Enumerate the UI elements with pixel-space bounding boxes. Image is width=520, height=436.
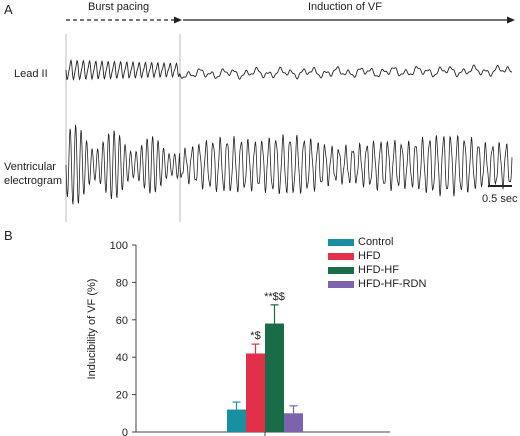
legend-item: HFD-HF-RDN <box>328 278 426 292</box>
legend-item: HFD-HF <box>328 264 399 278</box>
legend-swatch <box>328 280 354 288</box>
y-tick-label: 0 <box>122 427 128 436</box>
ventricular-trace <box>65 124 513 205</box>
lead-ii-label: Lead II <box>14 68 48 80</box>
panel-a-label: A <box>4 2 13 17</box>
significance-label: *$ <box>250 330 260 342</box>
ventricular-label-line1: Ventricular <box>4 161 56 173</box>
legend-swatch <box>328 238 354 246</box>
legend-item: HFD <box>328 250 381 264</box>
significance-label: **$$ <box>264 291 285 303</box>
chart-bars: *$ **$$ <box>227 291 303 432</box>
y-tick-label: 20 <box>116 390 128 402</box>
legend-label: HFD-HF <box>358 264 399 276</box>
bar-control <box>227 409 246 432</box>
ventricular-label: Ventricular electrogram <box>4 160 62 188</box>
y-tick-label: 100 <box>110 240 128 252</box>
legend-label: HFD <box>358 250 381 262</box>
y-tick-label: 40 <box>116 352 128 364</box>
y-tick-label: 80 <box>116 277 128 289</box>
lead-ii-trace <box>65 58 513 81</box>
y-tick-label: 60 <box>116 315 128 327</box>
panel-b-label: B <box>4 228 13 243</box>
legend-swatch <box>328 252 354 260</box>
bar-hfd-hf-rdn <box>284 413 303 432</box>
legend-item: Control <box>328 236 393 250</box>
chart-axes: 0 20 40 60 80 100 <box>110 240 390 436</box>
bar-hfd-hf <box>265 323 284 432</box>
legend-label: HFD-HF-RDN <box>358 278 427 290</box>
bar-hfd <box>246 353 265 432</box>
ventricular-label-line2: electrogram <box>4 175 63 187</box>
chart-legend: Control HFD HFD-HF HFD-HF-RDN <box>328 236 488 296</box>
legend-label: Control <box>358 236 394 248</box>
burst-pacing-label: Burst pacing <box>88 1 150 13</box>
scale-bar-label: 0.5 sec <box>482 193 518 205</box>
induction-vf-label: Induction of VF <box>308 1 382 13</box>
phase-arrows <box>66 16 515 24</box>
legend-swatch <box>328 266 354 274</box>
ecg-traces <box>65 34 513 222</box>
